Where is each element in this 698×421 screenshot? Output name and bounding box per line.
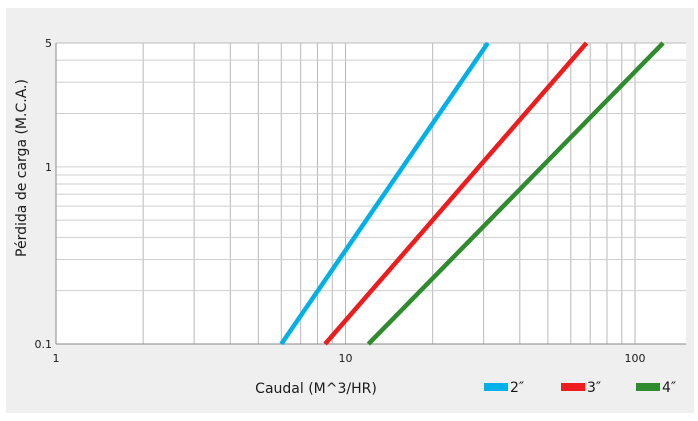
series-line-2 [323,41,589,346]
y-tick-label: 0.1 [35,338,53,351]
plot-area [56,43,686,344]
y-tick-label: 5 [45,37,52,50]
x-tick-label: 10 [339,352,353,365]
legend-swatch-2 [561,383,585,391]
y-tick-label: 1 [45,161,52,174]
x-axis-title: Caudal (M^3/HR) [255,381,377,397]
x-tick-label: 1 [53,352,60,365]
series-line-3 [366,41,665,346]
legend-swatch-1 [484,383,508,391]
legend: 2″ 3″ 4″ [484,380,676,396]
legend-swatch-3 [636,383,660,391]
grid-layer [56,42,686,344]
series-line-1 [279,41,490,346]
chart-panel: 1 10 100 0.1 1 5 Caudal (M^3/HR) Pérdida de c… [6,8,694,413]
x-tick-label: 100 [625,352,646,365]
legend-label-3: 4″ [662,380,676,396]
legend-label-2: 3″ [587,380,601,396]
series-layer [279,41,665,346]
legend-label-1: 2″ [510,380,524,396]
y-axis-title: Pérdida de carga (M.C.A.) [14,79,30,257]
